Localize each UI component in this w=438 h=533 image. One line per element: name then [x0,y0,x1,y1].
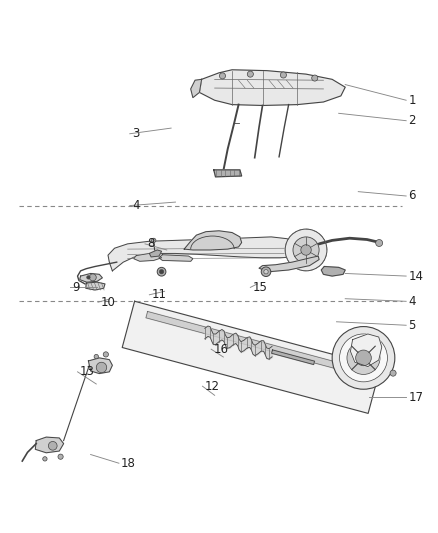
Polygon shape [184,231,242,250]
Polygon shape [199,70,345,106]
Circle shape [301,245,311,255]
Text: 14: 14 [408,270,423,282]
Circle shape [219,73,226,79]
Circle shape [390,370,396,376]
Circle shape [247,71,253,77]
Text: 8: 8 [147,237,155,251]
Circle shape [89,274,96,281]
Polygon shape [214,170,242,177]
Polygon shape [134,254,162,261]
Text: 15: 15 [253,281,267,294]
Text: 1: 1 [408,94,416,107]
Circle shape [87,276,90,279]
Text: 4: 4 [408,295,416,308]
Polygon shape [108,237,304,271]
Circle shape [159,270,164,274]
Polygon shape [146,311,362,375]
Polygon shape [86,282,105,290]
Text: 6: 6 [408,190,416,203]
Polygon shape [122,301,381,414]
Polygon shape [321,266,345,276]
Text: 17: 17 [408,391,423,403]
Text: 16: 16 [213,343,228,356]
Text: 11: 11 [152,288,166,301]
Circle shape [312,75,318,81]
Circle shape [339,334,388,382]
Polygon shape [272,350,314,365]
Circle shape [96,362,107,373]
Polygon shape [350,334,382,367]
Circle shape [103,352,109,357]
Circle shape [58,454,63,459]
Text: 18: 18 [121,457,136,470]
Circle shape [264,270,268,274]
Text: 4: 4 [132,199,139,212]
Text: 10: 10 [100,296,115,309]
Polygon shape [80,273,102,282]
Polygon shape [149,250,162,257]
Circle shape [48,441,57,450]
Text: 5: 5 [408,319,416,332]
Circle shape [376,239,383,246]
Circle shape [332,327,395,389]
Circle shape [356,350,371,366]
Polygon shape [35,437,64,453]
Polygon shape [159,255,193,261]
Circle shape [285,229,327,271]
Circle shape [152,238,156,243]
Circle shape [94,354,99,359]
Circle shape [157,268,166,276]
Polygon shape [191,79,201,98]
Circle shape [280,72,286,78]
Text: 3: 3 [132,127,139,140]
Polygon shape [88,358,113,374]
Circle shape [293,237,319,263]
Circle shape [43,457,47,461]
Text: 12: 12 [205,379,219,393]
Circle shape [347,341,380,375]
Circle shape [261,267,271,277]
Text: 9: 9 [72,281,80,294]
Polygon shape [259,256,319,272]
Text: 2: 2 [408,114,416,127]
Text: 13: 13 [80,365,95,378]
